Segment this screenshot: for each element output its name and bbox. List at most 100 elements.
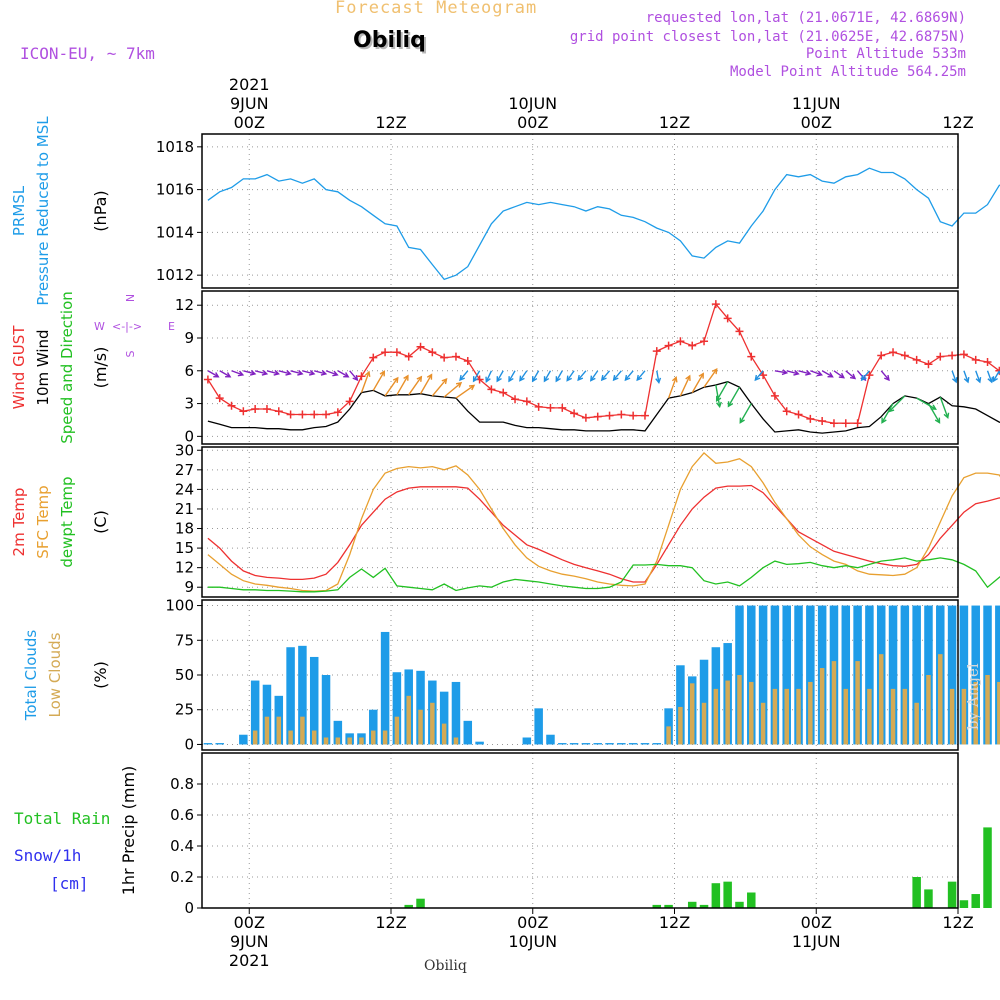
low-clouds-bar	[713, 688, 719, 745]
ytick-label: 12	[175, 296, 194, 314]
wind-arrow	[636, 370, 646, 381]
wind-arrow	[337, 370, 349, 378]
gust-marker	[522, 397, 531, 406]
panel-frame	[201, 290, 959, 445]
ytick-label: 12	[175, 559, 194, 577]
low-clouds-bar	[867, 688, 872, 745]
panel-title-1: Pressure Reduced to MSL	[34, 116, 52, 306]
gust-marker	[794, 410, 803, 419]
wind-arrow-head	[213, 372, 220, 378]
gust-marker	[818, 417, 827, 426]
wind-arrow	[888, 395, 906, 412]
unit-label: (C)	[91, 510, 110, 534]
wind-arrow-head	[379, 370, 386, 377]
dewpt-temp-line	[207, 557, 1000, 593]
total-rain-bar	[416, 898, 425, 908]
ytick-label: 0	[184, 899, 194, 917]
gust-marker	[487, 385, 496, 394]
wind-arrow-head	[636, 374, 643, 382]
wind-arrow	[992, 370, 1000, 382]
bottom-axis-label: 12Z	[659, 913, 690, 932]
panel-title-0: 2m Temp	[10, 488, 28, 557]
panel-clouds: 0 25 50 75 100 (%) Total Clouds Low Clouds	[22, 597, 1000, 753]
wind-arrow-head	[459, 374, 465, 382]
ytick-label: 9	[184, 329, 194, 347]
ytick-label: 25	[175, 701, 194, 719]
wind-arrow	[485, 370, 493, 382]
low-clouds-bar	[749, 681, 754, 745]
wind-arrow	[861, 370, 870, 381]
low-clouds-bar	[938, 654, 943, 745]
ytick-label: 24	[175, 480, 194, 498]
ytick-label: 3	[184, 395, 194, 413]
total-clouds-bar	[286, 647, 295, 745]
low-clouds-bar	[855, 661, 860, 745]
wind-arrow	[656, 370, 660, 383]
low-clouds-bar	[394, 716, 400, 745]
unit-label: (hPa)	[91, 190, 110, 231]
wind-arrow	[207, 370, 219, 378]
wind-arrow	[679, 375, 691, 397]
panel-frame	[201, 599, 959, 751]
panel-title-0: Total Clouds	[22, 630, 40, 722]
gust-marker	[451, 352, 460, 361]
low-clouds-bar	[760, 702, 766, 745]
low-clouds-bar	[453, 737, 459, 745]
gust-marker	[274, 407, 283, 416]
low-clouds-bar	[843, 688, 849, 745]
wind-arrow-head	[485, 376, 491, 383]
gust-marker	[428, 348, 437, 357]
total-rain-bar	[664, 904, 673, 908]
ytick-label: 75	[175, 631, 194, 649]
panel-pressure: 1012 1014 1016 1018 (hPa) PRMSL Pressure Reduc…	[10, 116, 1000, 306]
total-rain-bar	[747, 892, 756, 908]
wind-arrow	[419, 374, 433, 395]
low-clouds-bar	[323, 737, 329, 745]
gust-marker	[877, 351, 886, 360]
wind-arrow	[266, 370, 279, 375]
wind-arrow	[916, 397, 937, 410]
wind-arrow-head	[754, 374, 761, 382]
wind-arrow	[810, 370, 822, 376]
gust-marker	[534, 402, 543, 411]
total-clouds-bar	[888, 605, 898, 745]
gust-marker	[262, 405, 271, 414]
wind-arrow-head	[698, 372, 704, 379]
panel-title-1: SFC Temp	[34, 485, 52, 558]
low-clouds-bar	[831, 661, 837, 745]
wind-arrow-head	[711, 367, 718, 375]
total-clouds-bar	[250, 680, 260, 745]
total-clouds-bar	[333, 720, 343, 745]
total-clouds-bar	[522, 737, 532, 745]
total-rain-bar	[687, 901, 697, 908]
total-clouds-bar	[747, 605, 756, 745]
wind-arrow	[396, 375, 409, 396]
gust-marker	[286, 410, 295, 419]
total-rain-bar	[959, 900, 969, 908]
total-rain-bar	[924, 889, 933, 908]
total-rain-bar	[652, 904, 662, 908]
gust-marker	[912, 355, 921, 364]
wind-arrow-head	[273, 369, 280, 376]
unit-label: 1hr Precip (mm)	[119, 766, 138, 896]
wind-gust-line	[207, 302, 1000, 424]
total-clouds-bar	[298, 645, 307, 745]
low-clouds-bar	[819, 668, 825, 745]
wind-arrow-head	[237, 370, 245, 377]
panel-title-0: PRMSL	[10, 185, 28, 236]
wind-arrow-head	[519, 375, 525, 382]
wind-arrow-head	[739, 417, 745, 424]
gust-marker	[889, 348, 898, 357]
wind-arrow	[455, 384, 475, 399]
compass-n: N	[124, 294, 137, 302]
wind-arrow-head	[332, 370, 339, 377]
gust-marker	[629, 411, 638, 420]
ytick-label: 6	[184, 362, 194, 380]
gust-marker	[404, 352, 413, 361]
wind-arrow-head	[416, 375, 423, 382]
wind-arrow-head	[600, 374, 607, 382]
precip-legend-1: Snow/1h	[14, 846, 81, 865]
total-clouds-bar	[758, 605, 768, 745]
gust-marker	[392, 348, 401, 357]
prmsl-line	[207, 167, 1000, 281]
